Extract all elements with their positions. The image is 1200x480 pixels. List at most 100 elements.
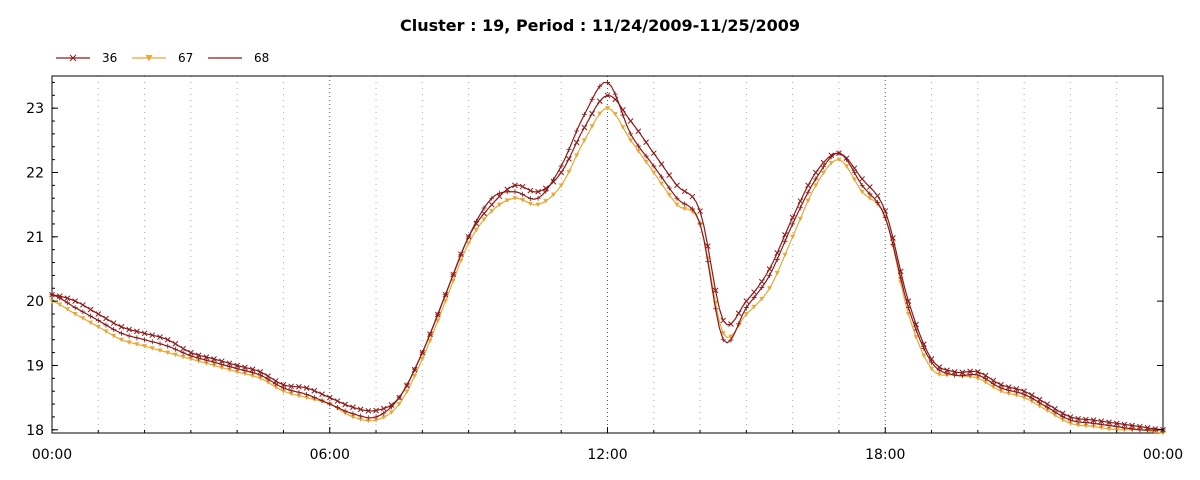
data-point-67 [88, 320, 94, 326]
data-point-68 [257, 372, 263, 378]
data-point-67 [1044, 408, 1050, 413]
data-point-36 [342, 401, 349, 408]
data-point-67 [543, 199, 549, 204]
data-point-36 [365, 407, 372, 414]
data-point-67 [720, 331, 726, 336]
data-point-36 [465, 233, 472, 240]
data-point-68 [1091, 420, 1097, 426]
data-point-67 [998, 389, 1004, 394]
data-point-67 [203, 361, 209, 366]
y-tick-label: 23 [26, 101, 44, 117]
data-point-67 [381, 415, 387, 420]
data-point-68 [1044, 404, 1050, 410]
data-point-36 [1044, 401, 1051, 407]
data-point-36 [1028, 392, 1035, 398]
data-point-36 [126, 326, 133, 333]
data-point-68 [311, 394, 317, 400]
data-point-36 [805, 182, 811, 189]
data-point-36 [1106, 419, 1112, 426]
data-point-36 [982, 372, 989, 379]
data-point-68 [597, 83, 603, 89]
data-point-36 [49, 291, 55, 298]
data-point-68 [581, 112, 587, 118]
data-point-67 [118, 337, 124, 343]
data-point-67 [388, 410, 394, 415]
data-point-36 [1067, 414, 1074, 420]
data-point-36 [218, 358, 225, 365]
data-point-68 [1029, 395, 1035, 401]
data-point-68 [88, 313, 94, 319]
data-point-36 [110, 320, 117, 326]
data-point-36 [195, 352, 202, 359]
data-point-36 [866, 184, 873, 190]
data-point-67 [149, 346, 155, 351]
data-point-68 [527, 195, 533, 201]
data-point-68 [134, 335, 140, 341]
data-point-68 [296, 389, 302, 395]
data-point-36 [373, 407, 379, 414]
data-point-67 [566, 169, 572, 175]
data-point-36 [350, 404, 356, 411]
data-point-68 [157, 341, 163, 347]
data-point-36 [226, 360, 233, 367]
data-point-67 [790, 234, 796, 240]
data-point-36 [542, 185, 549, 192]
data-point-67 [759, 296, 765, 302]
data-point-67 [743, 312, 749, 317]
data-point-68 [782, 238, 788, 244]
data-point-68 [180, 350, 186, 356]
data-point-36 [319, 391, 325, 398]
data-point-67 [651, 170, 657, 175]
data-point-36 [1059, 410, 1066, 417]
data-point-36 [326, 394, 333, 401]
data-point-36 [812, 169, 819, 176]
data-point-68 [998, 385, 1004, 391]
data-point-68 [813, 176, 819, 182]
data-point-36 [141, 330, 148, 337]
data-point-67 [165, 350, 171, 356]
data-point-36 [357, 406, 364, 413]
data-point-67 [1106, 426, 1112, 432]
x-tick-label: 18:00 [865, 447, 905, 463]
data-point-67 [527, 201, 533, 207]
data-point-36 [512, 182, 518, 189]
data-point-67 [728, 334, 734, 340]
data-point-68 [805, 189, 811, 195]
data-point-36 [859, 176, 865, 182]
data-point-36 [697, 208, 703, 214]
data-point-67 [1037, 403, 1043, 409]
data-point-67 [751, 304, 757, 310]
data-point-68 [118, 330, 124, 336]
data-point-68 [659, 174, 665, 180]
legend-marker [69, 54, 77, 62]
data-point-67 [242, 371, 248, 377]
data-point-68 [72, 305, 78, 311]
data-point-36 [782, 232, 788, 238]
data-point-68 [875, 200, 881, 206]
data-point-36 [427, 331, 433, 338]
data-point-68 [1152, 427, 1158, 433]
data-point-68 [944, 370, 950, 376]
axes: 18 19 20 21 22 23 00:00 06:00 12:00 18:00 00:00 [26, 81, 1183, 463]
data-point-67 [180, 354, 186, 360]
data-point-36 [442, 291, 449, 298]
data-point-68 [319, 398, 325, 404]
data-point-68 [1114, 424, 1120, 430]
data-point-67 [358, 417, 364, 422]
series-layer [49, 79, 1166, 436]
data-point-68 [635, 143, 641, 149]
data-point-68 [496, 190, 502, 196]
data-point-68 [172, 346, 178, 352]
data-point-67 [828, 160, 834, 166]
data-point-67 [280, 389, 286, 394]
data-point-68 [705, 258, 711, 264]
data-point-36 [1144, 424, 1151, 431]
data-point-68 [489, 195, 495, 201]
x-tick-label: 12:00 [587, 447, 627, 463]
data-point-68 [543, 188, 549, 194]
data-point-68 [1121, 425, 1127, 431]
data-point-36 [1121, 421, 1128, 428]
data-point-68 [219, 361, 225, 367]
data-point-68 [265, 376, 271, 382]
data-point-36 [797, 198, 804, 204]
